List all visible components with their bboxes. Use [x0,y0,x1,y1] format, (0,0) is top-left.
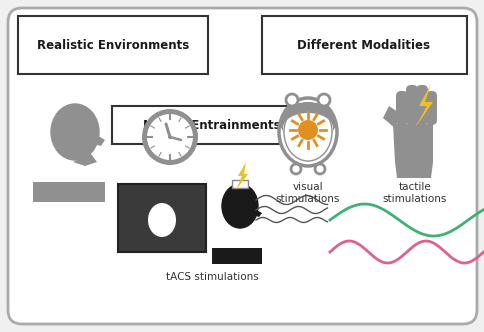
FancyBboxPatch shape [231,180,247,188]
Text: Neural Entrainments: Neural Entrainments [143,119,280,131]
FancyBboxPatch shape [405,85,417,125]
Text: Different Modalities: Different Modalities [297,39,430,51]
FancyBboxPatch shape [261,16,466,74]
Polygon shape [236,162,247,190]
Ellipse shape [148,203,176,237]
Polygon shape [73,154,97,166]
Circle shape [147,114,193,160]
Circle shape [314,164,324,174]
FancyBboxPatch shape [395,91,407,125]
Polygon shape [253,209,261,217]
Circle shape [297,120,318,140]
FancyBboxPatch shape [425,91,436,125]
FancyBboxPatch shape [18,16,208,74]
Circle shape [167,135,172,139]
Ellipse shape [278,98,336,166]
Ellipse shape [51,104,99,160]
Polygon shape [229,248,243,262]
FancyBboxPatch shape [112,106,311,144]
Polygon shape [33,182,105,202]
FancyBboxPatch shape [118,184,206,252]
Text: tACS stimulations: tACS stimulations [165,272,258,282]
FancyBboxPatch shape [415,85,427,125]
Polygon shape [212,248,261,264]
Polygon shape [394,162,432,178]
Circle shape [286,94,297,106]
Text: visual
stimulations: visual stimulations [275,182,339,204]
Text: tactile
stimulations: tactile stimulations [382,182,446,204]
Polygon shape [382,106,400,128]
Circle shape [318,94,329,106]
Text: Realistic Environments: Realistic Environments [37,39,189,51]
Circle shape [142,109,197,165]
FancyBboxPatch shape [8,8,476,324]
Ellipse shape [283,113,333,143]
Polygon shape [93,134,105,146]
Circle shape [290,164,301,174]
Polygon shape [392,124,432,162]
Polygon shape [63,182,83,200]
Ellipse shape [222,184,257,228]
Polygon shape [414,84,432,128]
Ellipse shape [279,102,335,142]
